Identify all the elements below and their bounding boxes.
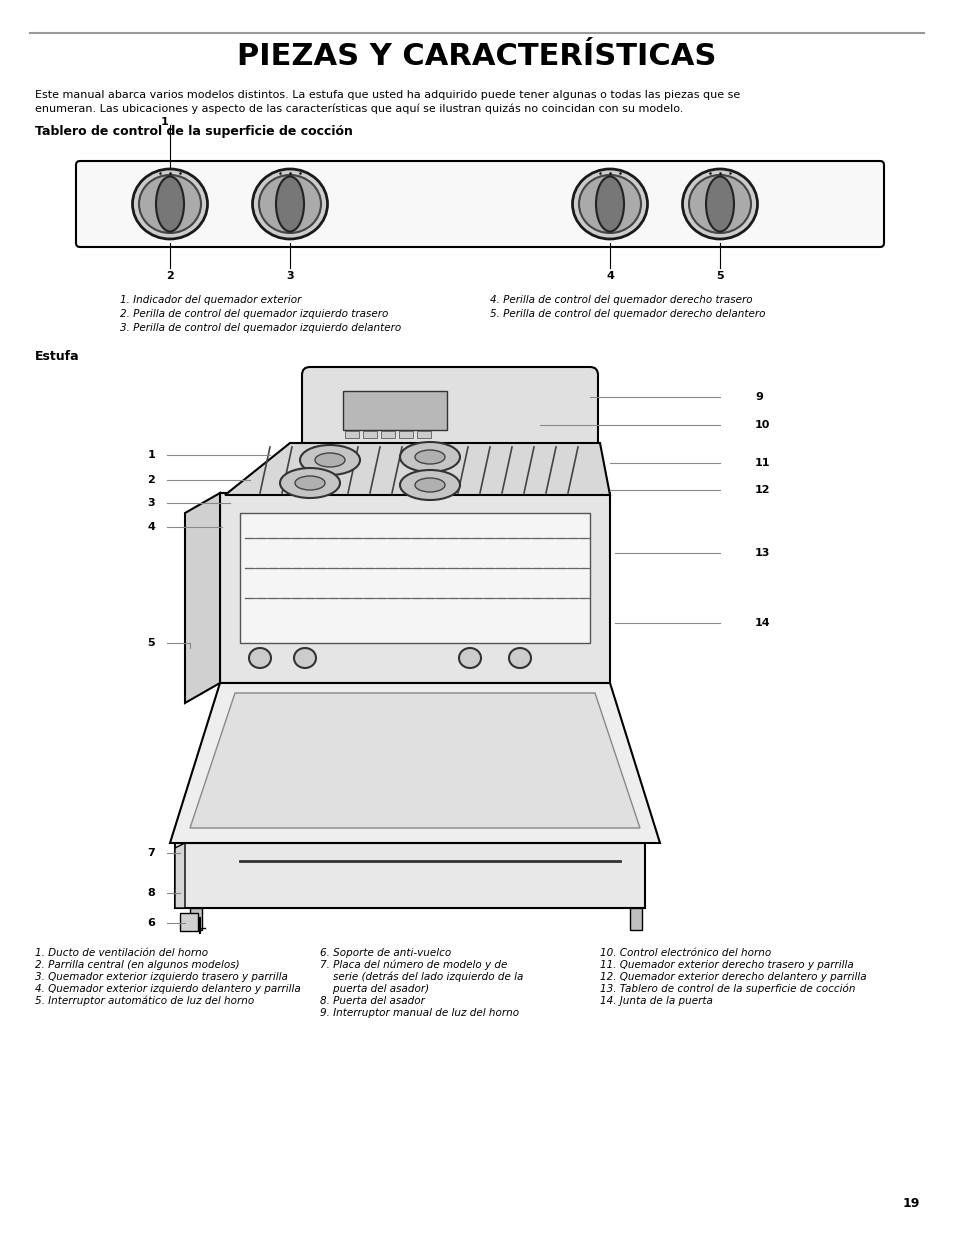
- Text: 3: 3: [286, 270, 294, 282]
- FancyBboxPatch shape: [302, 367, 598, 454]
- Ellipse shape: [596, 177, 623, 231]
- Text: 4: 4: [147, 522, 154, 532]
- Text: 2: 2: [147, 475, 154, 485]
- Ellipse shape: [294, 648, 315, 668]
- Text: 10: 10: [754, 420, 770, 430]
- Text: 3. Perilla de control del quemador izquierdo delantero: 3. Perilla de control del quemador izqui…: [120, 324, 401, 333]
- Text: 9. Interruptor manual de luz del horno: 9. Interruptor manual de luz del horno: [319, 1008, 518, 1018]
- Text: 12: 12: [754, 485, 770, 495]
- Text: 8: 8: [147, 888, 154, 898]
- Text: Este manual abarca varios modelos distintos. La estufa que usted ha adquirido pu: Este manual abarca varios modelos distin…: [35, 90, 740, 100]
- Ellipse shape: [139, 175, 201, 233]
- Text: 2. Parrilla central (en algunos modelos): 2. Parrilla central (en algunos modelos): [35, 960, 239, 969]
- FancyBboxPatch shape: [343, 391, 447, 430]
- Text: 11. Quemador exterior derecho trasero y parrilla: 11. Quemador exterior derecho trasero y …: [599, 960, 853, 969]
- Text: 2. Perilla de control del quemador izquierdo trasero: 2. Perilla de control del quemador izqui…: [120, 309, 388, 319]
- Ellipse shape: [275, 177, 304, 231]
- Text: 1. Ducto de ventilación del horno: 1. Ducto de ventilación del horno: [35, 948, 208, 958]
- Text: Tablero de control de la superficie de cocción: Tablero de control de la superficie de c…: [35, 125, 353, 138]
- Text: 5: 5: [147, 638, 154, 648]
- Text: 6: 6: [147, 918, 154, 927]
- Ellipse shape: [299, 445, 359, 475]
- Bar: [380, 431, 395, 438]
- Ellipse shape: [156, 177, 184, 231]
- Bar: [416, 431, 431, 438]
- Text: 6. Soporte de anti-vuelco: 6. Soporte de anti-vuelco: [319, 948, 451, 958]
- Ellipse shape: [132, 169, 208, 240]
- Ellipse shape: [572, 169, 647, 240]
- Polygon shape: [190, 693, 639, 827]
- Text: 2: 2: [166, 270, 173, 282]
- FancyBboxPatch shape: [76, 161, 883, 247]
- Ellipse shape: [280, 468, 339, 498]
- Ellipse shape: [458, 648, 480, 668]
- Text: 1. Indicador del quemador exterior: 1. Indicador del quemador exterior: [120, 295, 301, 305]
- Ellipse shape: [681, 169, 757, 240]
- Text: 4. Quemador exterior izquierdo delantero y parrilla: 4. Quemador exterior izquierdo delantero…: [35, 984, 300, 994]
- Text: 7: 7: [147, 848, 154, 858]
- Ellipse shape: [258, 175, 320, 233]
- Text: 19: 19: [902, 1197, 919, 1210]
- Polygon shape: [185, 493, 220, 703]
- Ellipse shape: [415, 478, 444, 492]
- Bar: [180, 913, 198, 931]
- Text: 12. Quemador exterior derecho delantero y parrilla: 12. Quemador exterior derecho delantero …: [599, 972, 865, 982]
- Bar: [629, 908, 641, 930]
- Bar: [363, 431, 376, 438]
- Text: 1: 1: [161, 117, 169, 127]
- Text: 3. Quemador exterior izquierdo trasero y parrilla: 3. Quemador exterior izquierdo trasero y…: [35, 972, 288, 982]
- Text: serie (detrás del lado izquierdo de la: serie (detrás del lado izquierdo de la: [319, 972, 523, 983]
- Bar: [190, 908, 202, 930]
- Text: 5: 5: [716, 270, 723, 282]
- Text: 8. Puerta del asador: 8. Puerta del asador: [319, 995, 424, 1007]
- Bar: [398, 431, 413, 438]
- Ellipse shape: [294, 475, 325, 490]
- Ellipse shape: [399, 471, 459, 500]
- Text: puerta del asador): puerta del asador): [319, 984, 429, 994]
- Text: 1: 1: [147, 450, 154, 459]
- Bar: [220, 493, 609, 683]
- Polygon shape: [225, 443, 609, 495]
- Text: 14: 14: [754, 618, 770, 629]
- Bar: [174, 844, 644, 908]
- Text: 5. Interruptor automático de luz del horno: 5. Interruptor automático de luz del hor…: [35, 995, 254, 1007]
- Text: Estufa: Estufa: [35, 350, 79, 363]
- Text: 10. Control electrónico del horno: 10. Control electrónico del horno: [599, 948, 770, 958]
- Text: PIEZAS Y CARACTERÍSTICAS: PIEZAS Y CARACTERÍSTICAS: [237, 42, 716, 70]
- Text: 9: 9: [754, 391, 762, 403]
- Ellipse shape: [688, 175, 750, 233]
- Ellipse shape: [415, 450, 444, 464]
- Ellipse shape: [705, 177, 733, 231]
- Ellipse shape: [249, 648, 271, 668]
- Ellipse shape: [399, 442, 459, 472]
- Text: 11: 11: [754, 458, 770, 468]
- Text: 13: 13: [754, 548, 770, 558]
- Text: 4: 4: [605, 270, 614, 282]
- Ellipse shape: [578, 175, 640, 233]
- Text: 13. Tablero de control de la superficie de cocción: 13. Tablero de control de la superficie …: [599, 984, 855, 994]
- Bar: [240, 513, 589, 643]
- Polygon shape: [174, 844, 185, 908]
- Ellipse shape: [253, 169, 327, 240]
- Text: 5. Perilla de control del quemador derecho delantero: 5. Perilla de control del quemador derec…: [490, 309, 764, 319]
- Text: 14. Junta de la puerta: 14. Junta de la puerta: [599, 995, 712, 1007]
- Ellipse shape: [314, 453, 345, 467]
- Text: enumeran. Las ubicaciones y aspecto de las características que aquí se ilustran : enumeran. Las ubicaciones y aspecto de l…: [35, 103, 682, 114]
- Bar: [345, 431, 358, 438]
- Text: 3: 3: [147, 498, 154, 508]
- Text: 4. Perilla de control del quemador derecho trasero: 4. Perilla de control del quemador derec…: [490, 295, 752, 305]
- Polygon shape: [170, 683, 659, 844]
- Text: 7. Placa del número de modelo y de: 7. Placa del número de modelo y de: [319, 960, 507, 971]
- Ellipse shape: [509, 648, 531, 668]
